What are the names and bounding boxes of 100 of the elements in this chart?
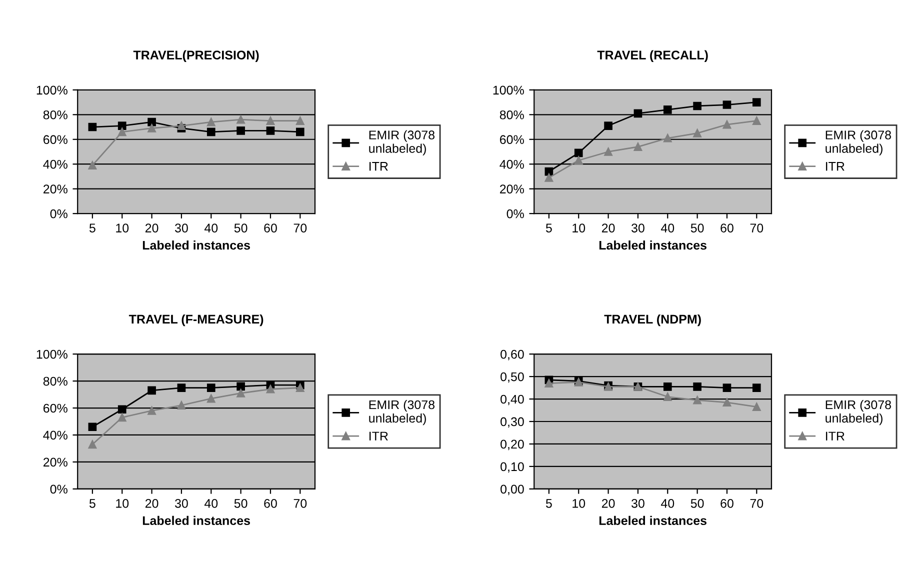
y-tick-label: 20% (43, 458, 68, 467)
x-tick-label: 20 (602, 224, 615, 232)
legend-label: EMIR (3078 unlabeled) (826, 130, 892, 156)
point (722, 100, 732, 109)
chart-title: TRAVEL(PRECISION) (133, 50, 259, 62)
y-tick-label: 40% (500, 160, 524, 169)
point (544, 379, 554, 388)
x-tick-label: 70 (750, 498, 764, 508)
x-tick-label: 30 (631, 498, 644, 508)
x-tick-label: 20 (145, 498, 158, 508)
y-tick-label: 0,10 (500, 462, 524, 473)
y-tick-label: 0,30 (500, 417, 524, 428)
x-tick-label: 10 (116, 224, 129, 232)
y-tick-label: 0% (50, 484, 68, 494)
point (118, 405, 126, 414)
x-tick-label: 20 (145, 224, 158, 232)
point (88, 440, 97, 449)
y-tick-label: 40% (43, 430, 68, 440)
x-tick-label: 30 (631, 224, 644, 232)
x-tick-label: 50 (690, 224, 704, 232)
point (118, 413, 126, 422)
point (663, 382, 672, 391)
x-tick-label: 30 (174, 498, 188, 508)
y-tick-label: 20% (43, 184, 68, 194)
point (663, 134, 672, 142)
point (574, 156, 583, 165)
x-tick-label: 60 (264, 224, 277, 232)
x-tick-label: 70 (294, 224, 307, 232)
point (604, 122, 612, 130)
x-tick-label: 20 (602, 498, 615, 508)
point (752, 116, 761, 125)
y-tick-label: 0% (50, 209, 68, 218)
point (236, 382, 245, 391)
point (88, 122, 97, 132)
point (634, 109, 642, 118)
y-tick-label: 0,20 (500, 440, 524, 450)
point (722, 384, 732, 392)
y-tick-label: 60% (44, 404, 68, 413)
x-tick-label: 40 (660, 498, 674, 508)
y-tick-label: 100% (493, 86, 524, 95)
y-tick-label: 20% (500, 184, 524, 194)
point (148, 386, 156, 395)
x-tick-label: 5 (89, 224, 96, 232)
point (206, 394, 216, 403)
x-axis-title: Labeled instances (142, 516, 250, 526)
x-tick-label: 70 (294, 498, 307, 508)
legend-label: ITR (826, 162, 844, 171)
point (722, 120, 732, 129)
y-tick-label: 80% (500, 110, 524, 120)
point (296, 128, 304, 136)
y-tick-label: 80% (43, 376, 68, 386)
y-tick-label: 80% (43, 110, 68, 120)
legend-label: EMIR (3078 unlabeled) (826, 400, 892, 426)
legend-label: ITR (370, 162, 388, 171)
y-tick-label: 60% (44, 135, 68, 144)
y-tick-label: 0% (506, 209, 524, 218)
y-tick-label: 100% (36, 350, 68, 359)
x-axis-title: Labeled instances (599, 516, 706, 526)
point (693, 129, 702, 138)
point (206, 118, 216, 126)
y-tick-label: 0,00 (500, 484, 524, 496)
point (752, 98, 761, 106)
legend-label: ITR (826, 432, 844, 440)
y-tick-label: 60% (500, 135, 524, 144)
point (236, 126, 245, 135)
point (236, 389, 245, 398)
y-tick-label: 100% (36, 86, 68, 95)
point (206, 128, 216, 136)
x-tick-label: 10 (572, 224, 586, 232)
legend-label: ITR (370, 432, 388, 440)
legend-label: EMIR (3078 unlabeled) (369, 400, 435, 426)
point (148, 124, 156, 132)
x-tick-label: 60 (720, 498, 734, 508)
x-tick-label: 5 (89, 499, 96, 508)
point (693, 102, 702, 110)
point (604, 148, 612, 156)
x-tick-label: 40 (204, 224, 218, 232)
x-tick-label: 50 (690, 498, 704, 508)
x-tick-label: 40 (660, 224, 674, 232)
x-tick-label: 10 (116, 498, 129, 508)
point (693, 396, 702, 404)
point (574, 148, 583, 158)
point (752, 384, 761, 392)
y-tick-label: 0,60 (500, 350, 524, 360)
x-tick-label: 30 (174, 224, 188, 232)
chart-title: TRAVEL (NDPM) (604, 314, 701, 326)
point (266, 126, 275, 135)
y-tick-label: 0,50 (500, 372, 524, 383)
point (88, 422, 97, 432)
point (266, 116, 275, 125)
x-tick-label: 50 (234, 498, 248, 508)
x-tick-label: 60 (264, 498, 277, 508)
x-tick-label: 60 (720, 224, 734, 232)
point (296, 384, 304, 392)
point (266, 384, 275, 394)
point (148, 406, 156, 415)
x-tick-label: 40 (204, 498, 218, 508)
point (544, 174, 554, 182)
point (148, 118, 156, 126)
legend-label: EMIR (3078 unlabeled) (369, 130, 435, 156)
